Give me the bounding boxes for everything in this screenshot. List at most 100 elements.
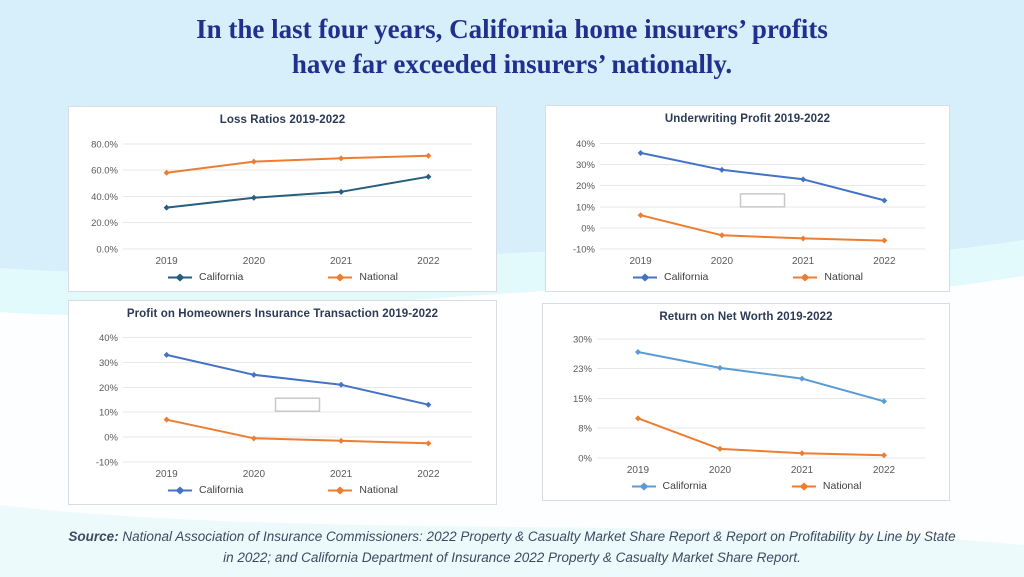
x-tick-label: 2021 [330,469,353,480]
x-tick-label: 2021 [330,256,353,267]
y-tick-label: 80.0% [91,139,118,150]
x-tick-label: 2022 [417,469,440,480]
data-point-marker [425,401,432,408]
series-line-national [637,417,885,457]
y-tick-label: 20.0% [91,218,118,229]
chart-title: Underwriting Profit 2019-2022 [664,113,831,125]
data-point-marker [637,212,644,219]
chart-panel-loss-ratios: Loss Ratios 2019-2022 0.0% 20.0% 40.0% 60.0… [68,106,497,292]
series-line-california [640,151,885,202]
source-label: Source: [68,529,119,544]
x-tick-label: 2020 [711,256,734,267]
series-line-national [166,418,429,445]
national-legend-marker-icon [791,482,816,490]
legend-label: National [359,271,398,283]
y-tick-label: 0.0% [96,245,118,256]
chart-title: Profit on Homeowners Insurance Transacti… [126,308,439,320]
series-line-national [166,154,429,174]
data-point-marker [799,450,805,457]
chart-legend: California National [77,481,488,501]
chart-legend: California National [77,268,488,288]
data-point-marker [881,452,887,459]
data-point-marker [881,197,888,204]
source-text: National Association of Insurance Commis… [118,529,956,565]
y-tick-label: -10% [573,245,596,256]
legend-item-national: National [327,271,398,283]
chart-plot: -10% 0% 10% 20% 30% 40% 2019 2020 2021 2022 [554,127,941,268]
data-point-marker [635,415,641,422]
y-tick-label: 8% [578,424,592,435]
x-tick-label: 2020 [243,469,266,480]
legend-label: National [824,271,863,283]
page-title-line-2: have far exceeded insurers’ nationally. [291,49,733,79]
data-point-marker [338,155,345,162]
legend-item-california: California [632,271,708,283]
data-point-marker [163,416,170,423]
data-point-marker [425,152,432,159]
chart-title: Loss Ratios 2019-2022 [219,114,346,126]
y-tick-label: 40% [576,139,596,150]
series-line-california [637,351,885,403]
x-tick-label: 2021 [791,465,814,476]
y-tick-label: 20% [99,383,119,394]
legend-label: California [662,480,707,492]
legend-label: California [664,271,709,283]
y-tick-label: 40% [99,333,119,344]
page-title: In the last four years, California home … [0,12,1024,82]
data-point-marker [250,194,257,201]
data-point-marker [800,176,807,183]
legend-item-national: National [792,271,863,283]
national-legend-marker-icon [328,273,353,281]
chart-plot: 0.0% 20.0% 40.0% 60.0% 80.0% 2019 2020 2021 2022 [77,128,488,268]
legend-item-california: California [167,484,243,496]
y-tick-label: 15% [573,394,593,405]
line-chart-svg: 0% 8% 15% 23% 30% 2019 2020 2021 2022 [573,335,925,476]
chart-plot: 0% 8% 15% 23% 30% 2019 2020 2021 2022 [551,325,941,477]
line-chart-svg: -10% 0% 10% 20% 30% 40% 2019 2020 2021 2022 [573,139,925,267]
line-chart-svg: 0.0% 20.0% 40.0% 60.0% 80.0% 2019 2020 2021 2022 [91,139,472,267]
line-chart-svg: -10% 0% 10% 20% 30% 40% 2019 2020 2021 2022 [96,333,472,480]
legend-item-national: National [327,484,398,496]
chart-panel-underwriting-profit: Underwriting Profit 2019-2022 -10% 0% 10% 2… [545,105,950,292]
data-point-marker [163,169,170,176]
y-tick-label: 30% [99,358,119,369]
national-legend-marker-icon [793,273,818,281]
x-tick-label: 2019 [629,256,652,267]
x-tick-label: 2019 [155,256,178,267]
y-tick-label: 60.0% [91,166,118,177]
data-point-marker [717,364,723,371]
y-tick-label: 10% [576,202,596,213]
national-legend-marker-icon [328,486,353,494]
data-point-marker [425,440,432,447]
chart-legend: California National [551,477,941,497]
legend-label: National [822,480,862,492]
california-legend-marker-icon [168,486,193,494]
data-point-marker [635,349,641,356]
chart-legend: California National [554,268,941,288]
legend-item-national: National [791,480,862,492]
legend-item-california: California [631,480,707,492]
x-tick-label: 2021 [792,256,815,267]
y-tick-label: 40.0% [91,192,118,203]
source-note: Source: National Association of Insuranc… [62,526,962,568]
x-tick-label: 2022 [873,256,896,267]
chart-panel-return-on-net-worth: Return on Net Worth 2019-2022 0% 8% 15% 23%… [542,303,950,501]
data-point-marker [338,188,345,195]
california-legend-marker-icon [631,482,656,490]
x-tick-label: 2020 [243,256,266,267]
data-point-marker [250,158,257,165]
legend-item-california: California [167,271,243,283]
data-point-marker [718,232,725,239]
data-point-marker [881,398,887,405]
data-point-marker [338,437,345,444]
y-tick-label: -10% [96,458,119,469]
chart-plot: -10% 0% 10% 20% 30% 40% 2019 2020 2021 2022 [77,322,488,481]
empty-label-box [274,397,321,412]
x-tick-label: 2022 [873,465,896,476]
y-tick-label: 0% [104,433,118,444]
series-line-national [640,214,885,242]
data-point-marker [637,149,644,156]
y-tick-label: 23% [573,364,593,375]
y-tick-label: 0% [581,223,595,234]
california-legend-marker-icon [168,273,193,281]
